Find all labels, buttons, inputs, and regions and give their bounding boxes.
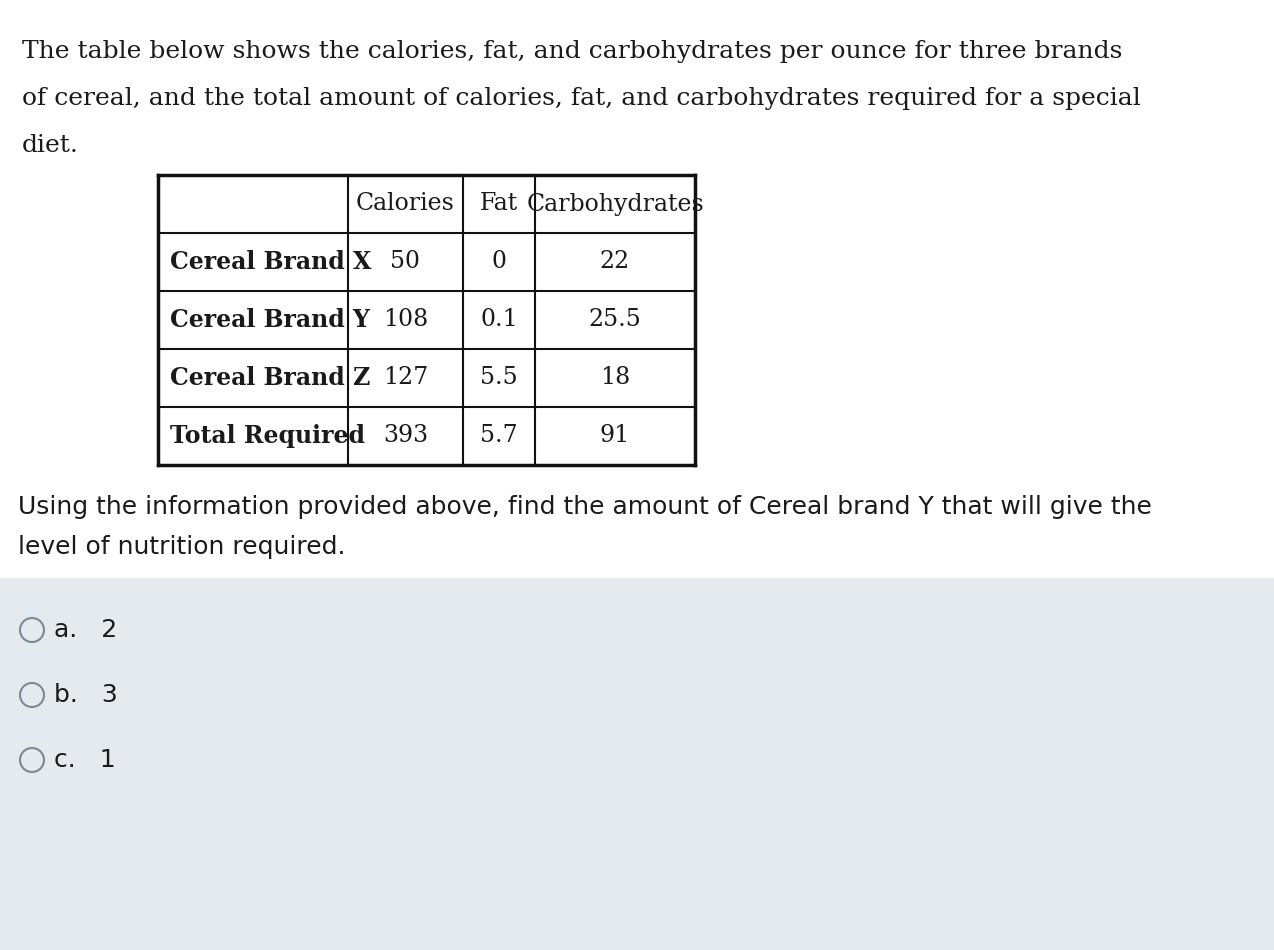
Bar — [158, 175, 696, 465]
Text: 127: 127 — [383, 367, 428, 389]
Text: 108: 108 — [383, 309, 428, 332]
Text: 5.5: 5.5 — [480, 367, 517, 389]
Text: Fat: Fat — [480, 193, 519, 216]
Text: Using the information provided above, find the amount of Cereal brand Y that wil: Using the information provided above, fi… — [18, 495, 1152, 519]
Text: level of nutrition required.: level of nutrition required. — [18, 535, 345, 559]
Text: Cereal Brand X: Cereal Brand X — [169, 250, 372, 274]
Text: c.   1: c. 1 — [54, 748, 116, 772]
Text: Cereal Brand Y: Cereal Brand Y — [169, 308, 369, 332]
Text: b.   3: b. 3 — [54, 683, 117, 707]
Text: Cereal Brand Z: Cereal Brand Z — [169, 366, 371, 390]
Text: 91: 91 — [600, 425, 631, 447]
Text: Carbohydrates: Carbohydrates — [526, 193, 703, 216]
Text: The table below shows the calories, fat, and carbohydrates per ounce for three b: The table below shows the calories, fat,… — [22, 40, 1122, 63]
Text: a.   2: a. 2 — [54, 618, 117, 642]
Text: Total Required: Total Required — [169, 424, 364, 448]
Text: 18: 18 — [600, 367, 631, 389]
Text: 22: 22 — [600, 251, 631, 274]
Text: 50: 50 — [391, 251, 420, 274]
Text: 5.7: 5.7 — [480, 425, 517, 447]
Bar — [0, 578, 1274, 950]
Text: 0: 0 — [492, 251, 507, 274]
Text: 25.5: 25.5 — [589, 309, 641, 332]
Text: 393: 393 — [383, 425, 428, 447]
Text: of cereal, and the total amount of calories, fat, and carbohydrates required for: of cereal, and the total amount of calor… — [22, 87, 1140, 110]
Text: 0.1: 0.1 — [480, 309, 517, 332]
Text: diet.: diet. — [22, 134, 79, 157]
Text: Calories: Calories — [355, 193, 455, 216]
Bar — [0, 0, 1274, 578]
